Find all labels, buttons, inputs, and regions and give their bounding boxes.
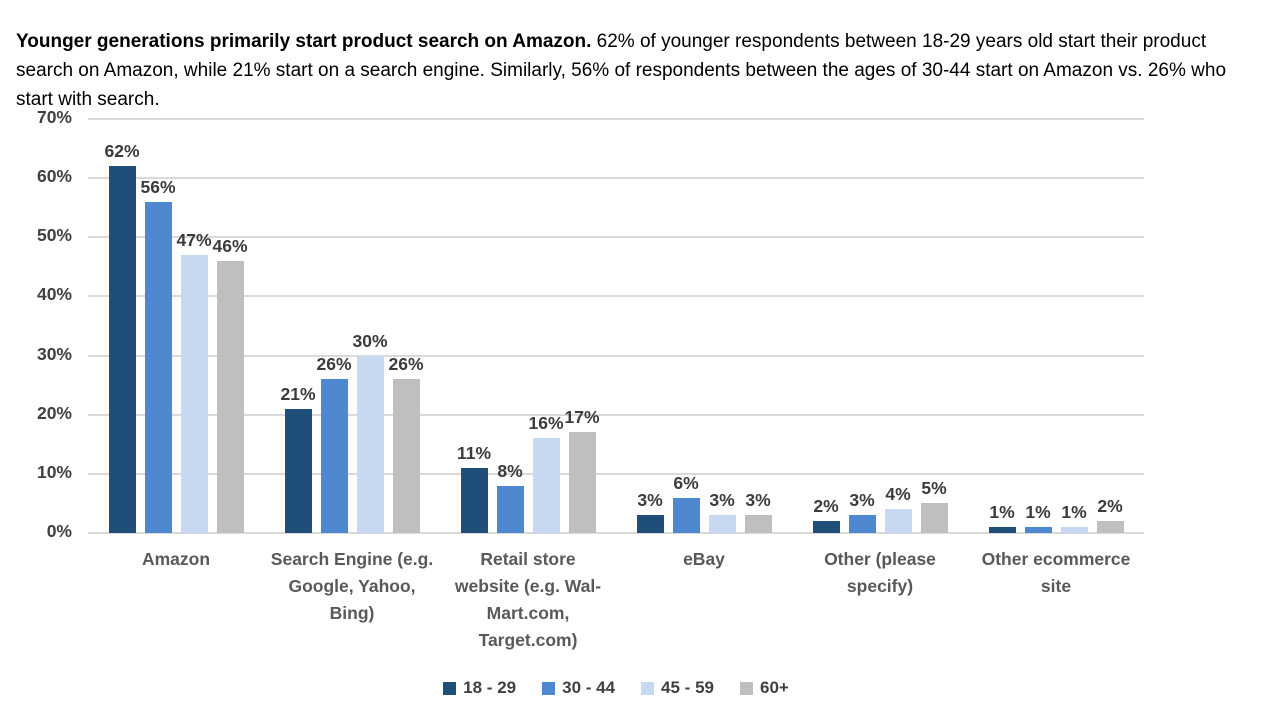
bar-group: 1% 1% 1% 2% bbox=[968, 119, 1144, 533]
x-axis-labels: Amazon Search Engine (e.g. Google, Yahoo,… bbox=[88, 546, 1144, 654]
bar: 62% bbox=[104, 141, 140, 533]
bar-value-label: 30% bbox=[352, 330, 388, 351]
legend: 18 - 29 30 - 44 45 - 59 60+ bbox=[88, 678, 1144, 698]
bar: 3% bbox=[708, 490, 736, 533]
chart-description-lead: Younger generations primarily start prod… bbox=[16, 31, 592, 52]
gridline bbox=[88, 413, 1144, 416]
y-axis-tick: 40% bbox=[36, 284, 72, 305]
bar-value-label: 46% bbox=[212, 235, 248, 256]
bar: 47% bbox=[176, 230, 212, 533]
bar-value-label: 1% bbox=[1061, 502, 1087, 523]
y-axis-tick: 20% bbox=[36, 402, 72, 423]
legend-item: 18 - 29 bbox=[443, 678, 516, 698]
bar: 3% bbox=[848, 490, 876, 533]
bar-value-label: 5% bbox=[921, 478, 947, 499]
bar: 21% bbox=[280, 384, 316, 533]
bar-value-label: 26% bbox=[388, 354, 424, 375]
bar: 2% bbox=[1096, 496, 1124, 533]
gridline bbox=[88, 118, 1144, 120]
plot-area: 62% 56% 47% 46% 21% 26% 30% 26% 11% 8% 16% 17% 3% 6% 3… bbox=[88, 118, 1144, 534]
bar: 3% bbox=[744, 490, 772, 533]
bar-value-label: 21% bbox=[280, 383, 316, 404]
bar: 46% bbox=[212, 236, 248, 533]
gridline bbox=[88, 532, 1144, 534]
bar-group: 21% 26% 30% 26% bbox=[264, 119, 440, 533]
bar-value-label: 3% bbox=[709, 490, 735, 511]
y-axis-tick: 30% bbox=[36, 343, 72, 364]
category-label: Retail store website (e.g. Wal- Mart.com… bbox=[454, 549, 602, 650]
legend-swatch bbox=[739, 681, 753, 695]
category-label: Search Engine (e.g. Google, Yahoo, Bing) bbox=[270, 549, 434, 623]
bar: 17% bbox=[564, 407, 600, 533]
legend-item: 45 - 59 bbox=[641, 678, 714, 698]
y-axis-tick: 60% bbox=[36, 166, 72, 187]
y-axis-tick: 10% bbox=[36, 461, 72, 482]
bar-group: 11% 8% 16% 17% bbox=[440, 119, 616, 533]
y-axis-tick: 50% bbox=[36, 225, 72, 246]
category-label: Amazon bbox=[141, 549, 211, 569]
bar-value-label: 17% bbox=[564, 407, 600, 428]
bar-value-label: 6% bbox=[673, 472, 699, 493]
bar: 4% bbox=[884, 484, 912, 533]
bar-group: 2% 3% 4% 5% bbox=[792, 119, 968, 533]
bar: 26% bbox=[316, 354, 352, 533]
bar: 26% bbox=[388, 354, 424, 533]
gridline bbox=[88, 472, 1144, 475]
bar-value-label: 11% bbox=[456, 442, 492, 463]
bar: 16% bbox=[528, 413, 564, 533]
bar-value-label: 3% bbox=[745, 490, 771, 511]
bar: 1% bbox=[988, 502, 1016, 533]
bar-value-label: 26% bbox=[316, 354, 352, 375]
y-axis-tick: 0% bbox=[46, 521, 72, 541]
bar-value-label: 3% bbox=[637, 490, 663, 511]
legend-swatch bbox=[443, 681, 457, 695]
bar: 11% bbox=[457, 443, 491, 533]
gridline bbox=[88, 236, 1144, 239]
bar-value-label: 62% bbox=[104, 141, 140, 162]
bar-value-label: 8% bbox=[497, 460, 523, 481]
bar-value-label: 16% bbox=[528, 413, 564, 434]
bar: 8% bbox=[496, 461, 524, 533]
bar-value-label: 2% bbox=[1097, 496, 1123, 517]
category-label: Other ecommerce site bbox=[981, 549, 1131, 596]
bar-group: 3% 6% 3% 3% bbox=[616, 119, 792, 533]
chart-description-body: 62% of younger respondents between 18-29… bbox=[16, 31, 1227, 110]
bar-value-label: 47% bbox=[176, 230, 212, 251]
bar-value-label: 1% bbox=[1025, 502, 1051, 523]
legend-item: 30 - 44 bbox=[542, 678, 615, 698]
bar-value-label: 56% bbox=[140, 176, 176, 197]
category-label: eBay bbox=[683, 549, 725, 569]
bar-value-label: 3% bbox=[849, 490, 875, 511]
bar: 30% bbox=[352, 331, 388, 533]
bar: 1% bbox=[1024, 502, 1052, 533]
chart-description: Younger generations primarily start prod… bbox=[16, 27, 1266, 114]
bar-value-label: 4% bbox=[885, 484, 911, 505]
bar: 56% bbox=[140, 177, 176, 533]
legend-label: 18 - 29 bbox=[463, 678, 517, 697]
legend-swatch bbox=[542, 681, 556, 695]
category-label: Other (please specify) bbox=[824, 549, 936, 596]
gridline bbox=[88, 177, 1144, 180]
y-axis: 0% 10% 20% 30% 40% 50% 60% 70% bbox=[10, 107, 72, 541]
bar-group: 62% 56% 47% 46% bbox=[88, 119, 264, 533]
y-axis-tick: 70% bbox=[36, 107, 72, 127]
gridline bbox=[88, 354, 1144, 357]
bar-groups: 62% 56% 47% 46% 21% 26% 30% 26% 11% 8% 16% 17% 3% 6% 3… bbox=[88, 119, 1144, 533]
bar: 6% bbox=[672, 473, 700, 533]
bar-value-label: 1% bbox=[989, 502, 1015, 523]
bar: 1% bbox=[1060, 502, 1088, 533]
gridline bbox=[88, 295, 1144, 298]
legend-swatch bbox=[641, 681, 655, 695]
legend-label: 45 - 59 bbox=[661, 678, 714, 697]
bar: 2% bbox=[812, 496, 840, 533]
legend-label: 30 - 44 bbox=[562, 678, 616, 697]
legend-item: 60+ bbox=[739, 678, 789, 698]
legend-label: 60+ bbox=[759, 678, 789, 697]
bar: 5% bbox=[920, 478, 948, 533]
bar: 3% bbox=[636, 490, 664, 533]
bar-value-label: 2% bbox=[813, 496, 839, 517]
